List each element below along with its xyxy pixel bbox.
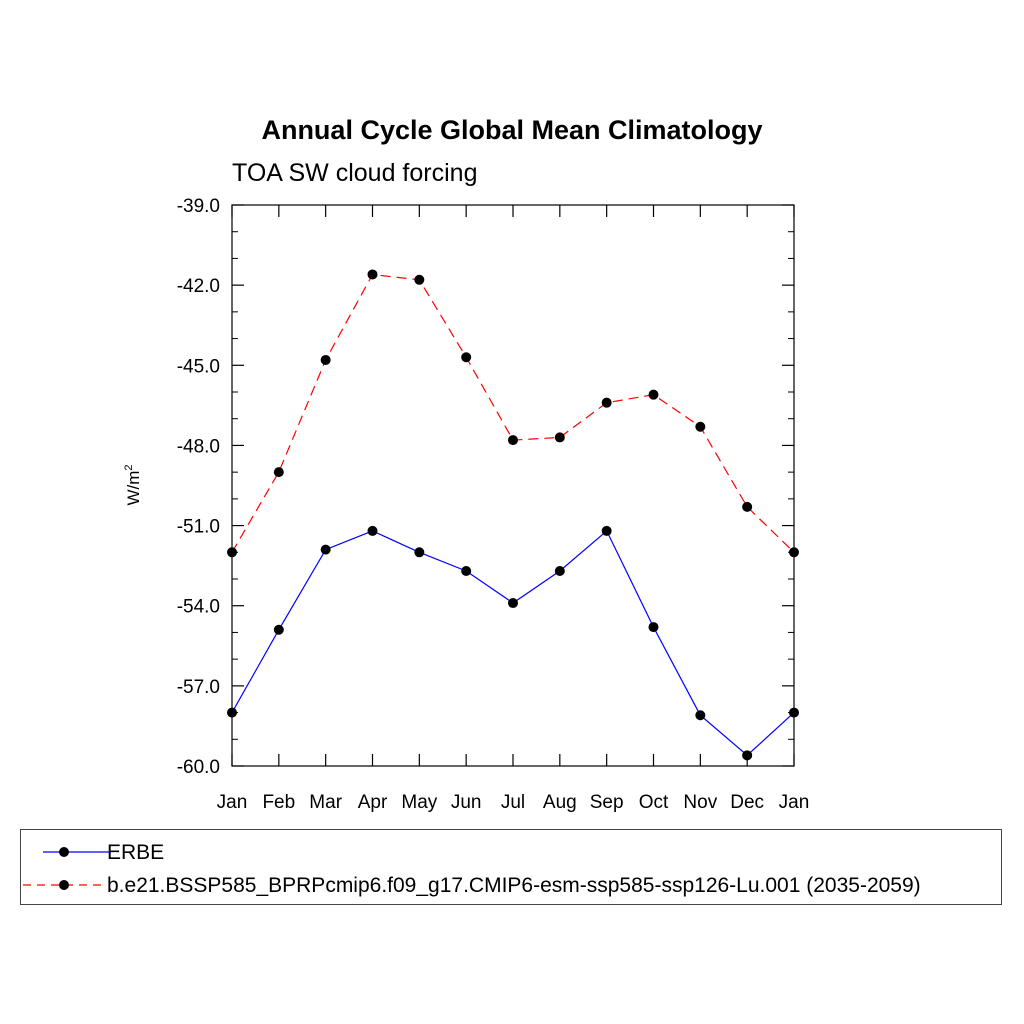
data-point-series-1 xyxy=(601,397,612,408)
data-point-series-0 xyxy=(461,565,472,576)
data-point-series-1 xyxy=(789,547,799,558)
plot-frame xyxy=(231,204,795,767)
y-tick-label: -45.0 xyxy=(177,356,220,377)
data-point-series-0 xyxy=(508,598,518,609)
y-tick-label: -60.0 xyxy=(177,757,220,778)
data-point-series-0 xyxy=(273,624,284,635)
y-tick-label: -42.0 xyxy=(177,276,220,297)
x-tick-label: Jan xyxy=(779,792,810,813)
x-tick-label: Oct xyxy=(639,792,669,813)
legend-label-model: b.e21.BSSP585_BPRPcmip6.f09_g17.CMIP6-es… xyxy=(107,874,921,897)
x-axis: Jan Feb Mar Apr May Jun Jul Aug Sep Oct Nov Dec Jan xyxy=(217,205,810,813)
y-tick-label: -57.0 xyxy=(177,677,220,698)
data-point-series-1 xyxy=(554,432,565,443)
chart-title: Annual Cycle Global Mean Climatology xyxy=(261,115,762,145)
series-line-0 xyxy=(231,529,795,757)
data-point-series-1 xyxy=(367,269,378,280)
data-point-series-0 xyxy=(554,565,565,576)
legend-item-model: b.e21.BSSP585_BPRPcmip6.f09_g17.CMIP6-es… xyxy=(21,871,1001,901)
y-tick-label: -48.0 xyxy=(177,436,220,457)
data-point-series-0 xyxy=(227,707,237,718)
data-point-series-1 xyxy=(508,435,518,446)
y-tick-label: -54.0 xyxy=(177,597,220,618)
data-point-series-0 xyxy=(742,750,753,761)
x-tick-label: Mar xyxy=(309,792,342,813)
data-point-series-1 xyxy=(320,354,331,365)
series-group xyxy=(227,269,799,761)
x-tick-label: Jul xyxy=(501,792,525,813)
legend-label-erbe: ERBE xyxy=(107,841,165,864)
data-point-series-1 xyxy=(695,421,706,432)
data-point-series-1 xyxy=(742,501,753,512)
legend-marker-erbe xyxy=(43,847,111,857)
y-axis-label-exponent: 2 xyxy=(123,464,135,470)
y-axis-label: W/m2 xyxy=(123,464,143,505)
data-point-series-1 xyxy=(414,274,425,285)
legend-item-erbe: ERBE xyxy=(21,838,1001,868)
x-tick-label: Sep xyxy=(590,792,624,813)
x-tick-label: Apr xyxy=(358,792,388,813)
data-point-series-0 xyxy=(320,544,331,555)
y-axis-label-unit: W/m xyxy=(124,471,143,506)
data-point-series-1 xyxy=(461,352,472,363)
data-point-series-0 xyxy=(789,707,799,718)
data-point-series-1 xyxy=(648,389,659,400)
x-tick-label: May xyxy=(401,792,437,813)
data-point-series-0 xyxy=(695,710,706,721)
legend: ERBE b.e21.BSSP585_BPRPcmip6.f09_g17.CMI… xyxy=(20,829,1002,905)
data-point-series-0 xyxy=(648,622,659,633)
y-tick-label: -39.0 xyxy=(177,196,220,217)
data-point-series-0 xyxy=(601,525,612,536)
data-point-series-0 xyxy=(367,525,378,536)
chart-subtitle: TOA SW cloud forcing xyxy=(232,159,477,187)
x-tick-label: Nov xyxy=(683,792,717,813)
x-tick-label: Jan xyxy=(217,792,248,813)
x-tick-label: Jun xyxy=(451,792,482,813)
legend-marker-model xyxy=(23,880,107,890)
series-line-1 xyxy=(231,273,795,553)
y-tick-label: -51.0 xyxy=(177,517,220,538)
chart: Annual Cycle Global Mean Climatology TOA… xyxy=(123,115,810,813)
x-tick-label: Dec xyxy=(730,792,764,813)
data-point-series-1 xyxy=(227,547,237,558)
data-point-series-1 xyxy=(273,467,284,478)
y-axis: -39.0 -42.0 -45.0 -48.0 -51.0 -54.0 -57.0 -60.0 xyxy=(177,196,794,778)
x-tick-label: Aug xyxy=(543,792,577,813)
x-tick-label: Feb xyxy=(262,792,295,813)
data-point-series-0 xyxy=(414,547,425,558)
